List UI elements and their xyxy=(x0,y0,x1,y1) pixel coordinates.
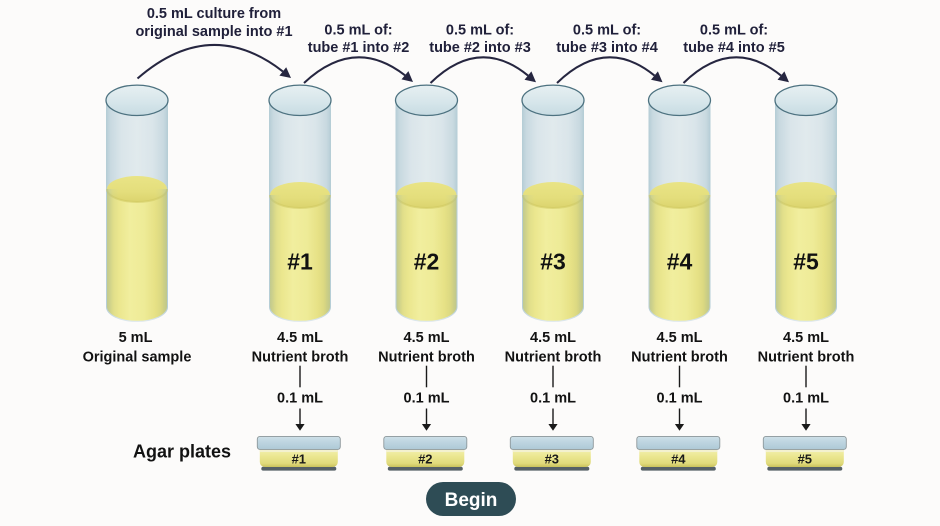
svg-text:0.5 mL of:: 0.5 mL of: xyxy=(324,22,392,38)
svg-text:4.5 mL: 4.5 mL xyxy=(277,330,323,346)
svg-text:#1: #1 xyxy=(292,452,306,467)
svg-text:0.1 mL: 0.1 mL xyxy=(404,391,450,407)
svg-text:Nutrient broth: Nutrient broth xyxy=(378,350,475,366)
svg-text:#3: #3 xyxy=(540,249,566,275)
svg-text:tube #1 into #2: tube #1 into #2 xyxy=(308,40,410,56)
svg-text:0.5 mL of:: 0.5 mL of: xyxy=(573,22,641,38)
svg-text:Nutrient broth: Nutrient broth xyxy=(631,350,728,366)
svg-text:Agar plates: Agar plates xyxy=(133,441,231,461)
svg-text:4.5 mL: 4.5 mL xyxy=(657,330,703,346)
svg-text:0.5 mL culture from: 0.5 mL culture from xyxy=(147,6,281,22)
svg-text:#3: #3 xyxy=(545,452,559,467)
svg-text:0.1 mL: 0.1 mL xyxy=(277,391,323,407)
svg-text:#5: #5 xyxy=(793,249,819,275)
svg-text:tube #2 into #3: tube #2 into #3 xyxy=(429,40,531,56)
svg-text:Original sample: Original sample xyxy=(83,350,192,366)
svg-text:4.5 mL: 4.5 mL xyxy=(404,330,450,346)
svg-text:#2: #2 xyxy=(418,452,432,467)
svg-text:4.5 mL: 4.5 mL xyxy=(530,330,576,346)
svg-text:tube #3 into #4: tube #3 into #4 xyxy=(556,40,658,56)
svg-text:#4: #4 xyxy=(671,452,686,467)
svg-text:0.5 mL of:: 0.5 mL of: xyxy=(446,22,514,38)
svg-text:tube #4 into #5: tube #4 into #5 xyxy=(683,40,785,56)
svg-text:0.1 mL: 0.1 mL xyxy=(530,391,576,407)
svg-text:#4: #4 xyxy=(667,249,693,275)
svg-text:Nutrient broth: Nutrient broth xyxy=(505,350,602,366)
svg-text:#5: #5 xyxy=(798,452,812,467)
svg-text:Nutrient broth: Nutrient broth xyxy=(252,350,349,366)
svg-text:#1: #1 xyxy=(287,249,313,275)
svg-text:#2: #2 xyxy=(414,249,440,275)
svg-text:5 mL: 5 mL xyxy=(119,330,153,346)
svg-text:original sample into #1: original sample into #1 xyxy=(135,24,292,40)
svg-text:Begin: Begin xyxy=(445,490,498,511)
svg-text:4.5 mL: 4.5 mL xyxy=(783,330,829,346)
svg-text:0.1 mL: 0.1 mL xyxy=(783,391,829,407)
svg-text:0.5 mL of:: 0.5 mL of: xyxy=(700,22,768,38)
svg-text:0.1 mL: 0.1 mL xyxy=(657,391,703,407)
svg-text:Nutrient broth: Nutrient broth xyxy=(758,350,855,366)
